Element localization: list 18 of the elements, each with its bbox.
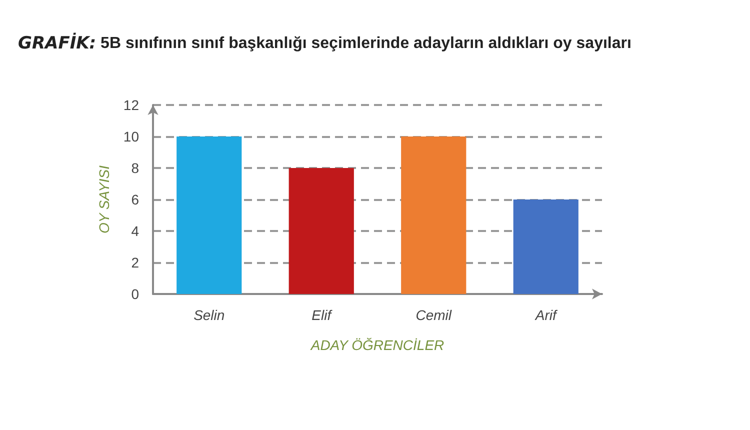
y-tick-label: 0 [131, 286, 140, 302]
y-axis-title: OY SAYISI [96, 165, 112, 234]
y-tick-label: 10 [123, 128, 140, 144]
x-tick-label: Elif [312, 307, 334, 323]
chart-title: GRAFİK: 5B sınıfının sınıf başkanlığı seçimlerinde adayların aldıkları oy sayıları [18, 32, 632, 54]
x-axis-title: ADAY ÖĞRENCİLER [310, 337, 444, 353]
x-tick-label: Arif [534, 307, 558, 323]
bar [288, 168, 354, 294]
bar [176, 136, 242, 294]
bar [513, 200, 578, 294]
y-tick-label: 6 [131, 192, 140, 208]
y-tick-label: 8 [131, 160, 140, 176]
x-tick-label: Cemil [416, 307, 452, 323]
x-tick-label: Selin [194, 307, 225, 323]
y-tick-label: 12 [123, 97, 140, 113]
y-tick-label: 4 [131, 223, 140, 239]
bar [401, 136, 466, 294]
y-tick-label: 2 [131, 254, 140, 270]
